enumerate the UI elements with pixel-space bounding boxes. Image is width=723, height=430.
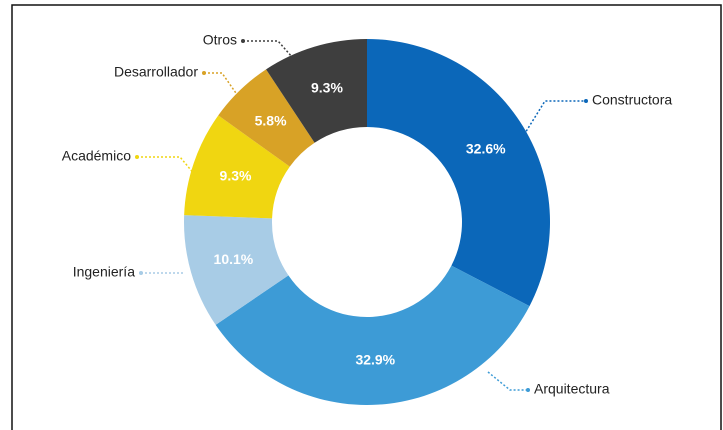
- leader-dot: [135, 155, 139, 159]
- value-label: 32.9%: [355, 351, 395, 367]
- leader-line: [487, 371, 528, 391]
- donut-slice: [215, 265, 530, 405]
- category-label: Otros: [203, 32, 237, 48]
- leader-line: [204, 72, 239, 97]
- donut-slice: [266, 39, 367, 143]
- donut-slice: [183, 215, 289, 325]
- donut-slice: [367, 39, 550, 307]
- category-label: Académico: [62, 148, 131, 164]
- donut-slice: [184, 115, 290, 219]
- category-label: Constructora: [592, 92, 672, 108]
- category-label: Desarrollador: [114, 64, 198, 80]
- leader-line: [243, 40, 293, 58]
- value-label: 5.8%: [255, 113, 287, 129]
- leader-dot: [584, 99, 588, 103]
- leader-dot: [526, 388, 530, 392]
- category-label: Ingeniería: [73, 264, 135, 280]
- leader-dot: [241, 39, 245, 43]
- value-label: 9.3%: [220, 168, 252, 184]
- leader-dot: [139, 271, 143, 275]
- category-label: Arquitectura: [534, 381, 610, 397]
- leader-dot: [202, 71, 206, 75]
- value-label: 9.3%: [311, 80, 343, 96]
- value-label: 32.6%: [466, 140, 506, 156]
- value-label: 10.1%: [214, 251, 254, 267]
- donut-slice: [218, 69, 315, 167]
